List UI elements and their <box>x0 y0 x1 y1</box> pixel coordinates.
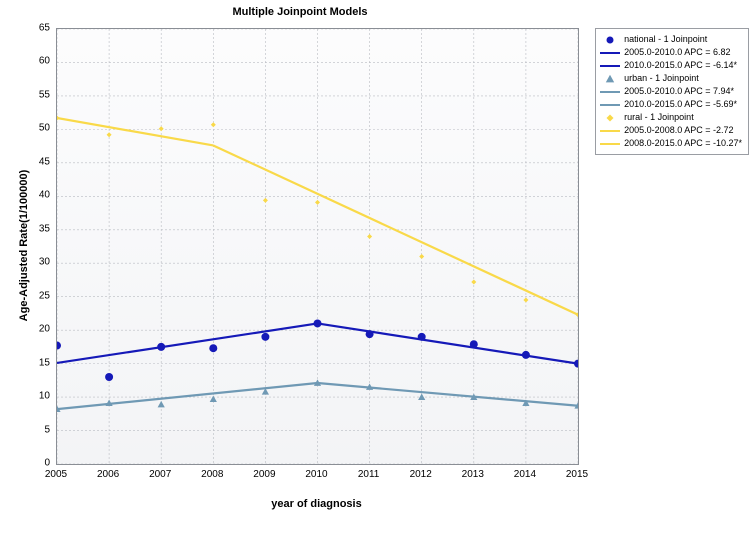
x-tick-label: 2013 <box>462 469 484 480</box>
legend-swatch <box>600 61 620 71</box>
y-tick-label: 45 <box>30 156 50 167</box>
legend-label: national - 1 Joinpoint <box>624 33 707 46</box>
y-tick-label: 35 <box>30 223 50 234</box>
legend-swatch <box>600 139 620 149</box>
legend-label: 2005.0-2010.0 APC = 7.94* <box>624 85 734 98</box>
legend-swatch <box>600 74 620 84</box>
legend-item: 2005.0-2010.0 APC = 6.82 <box>600 46 742 59</box>
legend-label: urban - 1 Joinpoint <box>624 72 699 85</box>
y-tick-label: 0 <box>30 458 50 469</box>
x-tick-label: 2011 <box>358 469 380 480</box>
legend-swatch <box>600 126 620 136</box>
x-tick-label: 2015 <box>566 469 588 480</box>
x-tick-label: 2005 <box>45 469 67 480</box>
legend-item: 2005.0-2010.0 APC = 7.94* <box>600 85 742 98</box>
y-tick-label: 30 <box>30 257 50 268</box>
legend-label: 2005.0-2010.0 APC = 6.82 <box>624 46 730 59</box>
x-tick-label: 2008 <box>201 469 223 480</box>
legend-item: rural - 1 Joinpoint <box>600 111 742 124</box>
legend-item: national - 1 Joinpoint <box>600 33 742 46</box>
legend-item: 2010.0-2015.0 APC = -6.14* <box>600 59 742 72</box>
legend-item: 2005.0-2008.0 APC = -2.72 <box>600 124 742 137</box>
national-segment <box>57 323 318 362</box>
x-tick-label: 2006 <box>97 469 119 480</box>
urban-segment <box>318 383 579 406</box>
chart-title: Multiple Joinpoint Models <box>0 6 600 18</box>
legend-item: urban - 1 Joinpoint <box>600 72 742 85</box>
y-tick-label: 60 <box>30 56 50 67</box>
legend-swatch <box>600 87 620 97</box>
y-tick-label: 5 <box>30 424 50 435</box>
x-tick-label: 2010 <box>305 469 327 480</box>
national-segment <box>318 323 579 363</box>
legend-swatch <box>600 100 620 110</box>
urban-segment <box>57 383 318 409</box>
legend: national - 1 Joinpoint2005.0-2010.0 APC … <box>595 28 749 155</box>
plot-svg <box>57 29 578 464</box>
legend-swatch <box>600 113 620 123</box>
rural-segment <box>213 145 578 314</box>
y-tick-label: 20 <box>30 324 50 335</box>
legend-swatch <box>600 48 620 58</box>
x-tick-label: 2007 <box>149 469 171 480</box>
legend-label: 2010.0-2015.0 APC = -5.69* <box>624 98 737 111</box>
x-tick-label: 2012 <box>410 469 432 480</box>
y-tick-label: 25 <box>30 290 50 301</box>
legend-swatch <box>600 35 620 45</box>
legend-label: 2010.0-2015.0 APC = -6.14* <box>624 59 737 72</box>
plot-area <box>56 28 579 465</box>
rural-segment <box>57 118 213 145</box>
x-tick-label: 2014 <box>514 469 536 480</box>
legend-label: rural - 1 Joinpoint <box>624 111 694 124</box>
y-tick-label: 15 <box>30 357 50 368</box>
legend-item: 2010.0-2015.0 APC = -5.69* <box>600 98 742 111</box>
y-tick-label: 65 <box>30 23 50 34</box>
legend-item: 2008.0-2015.0 APC = -10.27* <box>600 137 742 150</box>
y-tick-label: 50 <box>30 123 50 134</box>
y-tick-label: 40 <box>30 190 50 201</box>
legend-label: 2005.0-2008.0 APC = -2.72 <box>624 124 733 137</box>
y-tick-label: 10 <box>30 391 50 402</box>
x-tick-label: 2009 <box>253 469 275 480</box>
y-tick-label: 55 <box>30 89 50 100</box>
x-axis-label: year of diagnosis <box>56 498 577 510</box>
legend-label: 2008.0-2015.0 APC = -10.27* <box>624 137 742 150</box>
